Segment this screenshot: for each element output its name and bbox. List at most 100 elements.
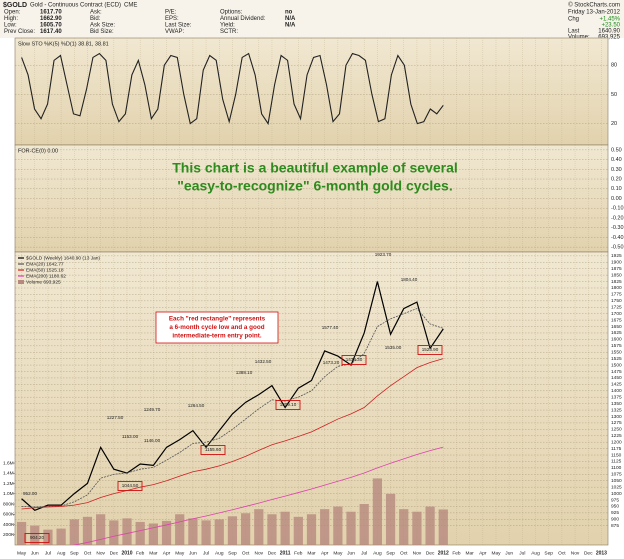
field-label: SCTR: <box>220 29 238 35</box>
x-tick-label: Jul <box>203 550 209 556</box>
y-tick-label: 875 <box>611 523 619 529</box>
volume-bar <box>122 518 132 545</box>
price-label: 1432.50 <box>255 359 272 364</box>
volume-bar <box>346 511 356 545</box>
y2-tick-label: 600K <box>3 512 15 518</box>
x-tick-label: Dec <box>110 550 119 556</box>
y2-tick-label: 400K <box>3 522 15 528</box>
y-tick-label: -0.50 <box>611 245 624 251</box>
y2-tick-label: 800K <box>3 501 15 507</box>
y-tick-label: 1050 <box>611 478 622 484</box>
price-label: 1478.30 <box>346 357 363 362</box>
cycle-low-box <box>117 481 143 491</box>
x-tick-label: 2012 <box>438 550 449 556</box>
panel-title: Slow STO %K(5) %D(1) 38.81, 38.81 <box>18 41 109 47</box>
y-tick-label: 1325 <box>611 407 622 413</box>
y-tick-label: 20 <box>611 121 617 127</box>
annotation: This chart is a beautiful example of sev… <box>172 160 458 176</box>
x-tick-label: Nov <box>571 550 580 556</box>
field-label: Low: <box>4 23 17 29</box>
field-value: 1617.40 <box>40 29 62 35</box>
y-tick-label: 1550 <box>611 350 622 356</box>
y-tick-label: 950 <box>611 504 619 510</box>
y-tick-label: 1025 <box>611 484 622 490</box>
volume-bar <box>320 509 330 545</box>
price-label: 1044.50 <box>122 483 139 488</box>
y2-tick-label: 1.6M <box>3 460 14 466</box>
volume-bar <box>306 514 317 545</box>
volume-bar <box>372 478 383 545</box>
last-label: Last <box>568 29 580 35</box>
field-label: High: <box>4 16 18 22</box>
y-tick-label: 0.40 <box>611 157 622 163</box>
x-tick-label: Apr <box>163 550 171 556</box>
field-value: 1605.70 <box>40 23 62 29</box>
change: +23.50 <box>601 23 620 29</box>
x-tick-label: Dec <box>268 550 277 556</box>
y-tick-label: -0.20 <box>611 215 624 221</box>
y-tick-label: 1375 <box>611 394 622 400</box>
x-tick-label: May <box>491 550 501 556</box>
y-tick-label: 1500 <box>611 362 622 368</box>
series-line <box>21 358 444 510</box>
volume-bar <box>214 519 224 545</box>
note-line: Each "red rectangle" represents <box>169 316 266 323</box>
volume-bar <box>293 516 303 545</box>
y-tick-label: 1350 <box>611 401 622 407</box>
x-tick-label: Nov <box>96 550 105 556</box>
field-label: Ask: <box>90 10 102 16</box>
change-label: Chg <box>568 17 579 23</box>
y-tick-label: 80 <box>611 63 617 69</box>
y-tick-label: 1150 <box>611 452 622 458</box>
y-tick-label: 1750 <box>611 298 622 304</box>
y-tick-label: 0.00 <box>611 196 622 202</box>
y-tick-label: 1700 <box>611 311 622 317</box>
x-tick-label: Feb <box>452 550 461 556</box>
y-tick-label: 0.20 <box>611 176 622 182</box>
field-label: Annual Dividend: <box>220 16 266 22</box>
field-value: no <box>285 10 293 16</box>
volume-bar <box>69 519 79 545</box>
y-tick-label: 925 <box>611 510 619 516</box>
price-label: 1249.70 <box>144 407 161 412</box>
field-label: Open: <box>4 10 21 16</box>
y2-tick-label: 1.2M <box>3 481 14 487</box>
x-tick-label: May <box>17 550 27 556</box>
y-tick-label: 0.50 <box>611 147 622 153</box>
annotation: "easy-to-recognize" 6-month gold cycles. <box>177 178 452 194</box>
price-label: 1388.10 <box>236 370 253 375</box>
y-tick-label: 1275 <box>611 420 622 426</box>
y-tick-label: 1525 <box>611 356 622 362</box>
cycle-low-box <box>200 445 226 455</box>
y2-tick-label: 1.4M <box>3 471 14 477</box>
volume-bar <box>96 514 106 545</box>
volume-bar <box>254 509 264 545</box>
volume-bar <box>267 514 277 545</box>
y-tick-label: 1775 <box>611 292 622 298</box>
y2-tick-label: 1.0M <box>3 491 14 497</box>
x-tick-label: Feb <box>294 550 303 556</box>
x-tick-label: Jun <box>189 550 197 556</box>
last: 1640.90 <box>598 29 620 35</box>
y-tick-label: -0.30 <box>611 225 624 231</box>
y-tick-label: 1125 <box>611 459 622 465</box>
series-line <box>21 308 444 508</box>
cycle-low-box <box>24 533 50 543</box>
y-tick-label: 1650 <box>611 324 622 330</box>
volume-bar <box>359 504 369 545</box>
x-tick-label: Aug <box>57 550 66 556</box>
y-tick-label: 1575 <box>611 343 622 349</box>
field-label: EPS: <box>165 16 179 22</box>
price-label: 1153.00 <box>122 434 139 439</box>
credit: © StockCharts.com <box>568 2 620 9</box>
legend-label: EMA(200) 1180.62 <box>26 273 66 279</box>
volume-bar <box>43 529 53 545</box>
cycle-low-box <box>275 400 301 410</box>
x-tick-label: Nov <box>255 550 264 556</box>
price-label: 1155.60 <box>205 447 222 452</box>
price-label: 904.20 <box>30 535 44 540</box>
panel-bg <box>14 37 609 146</box>
field-label: Options: <box>220 10 243 16</box>
x-tick-label: May <box>333 550 343 556</box>
